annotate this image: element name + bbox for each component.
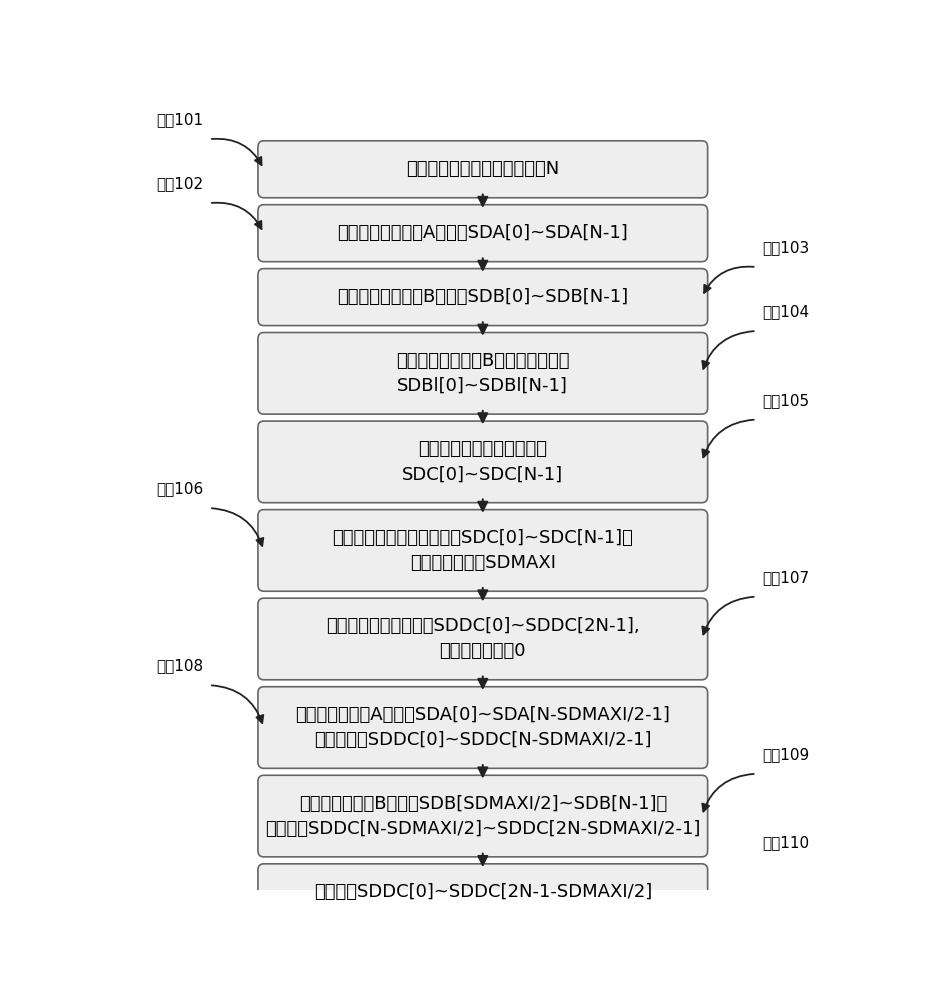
Text: 步骤103: 步骤103 xyxy=(762,240,809,255)
Text: 步骤108: 步骤108 xyxy=(156,658,203,673)
Text: 步骤106: 步骤106 xyxy=(156,481,203,496)
Text: 寻找应变数据关联权重数据SDC[0]~SDC[N-1]的
最大值所在位置SDMAXI: 寻找应变数据关联权重数据SDC[0]~SDC[N-1]的 最大值所在位置SDMA… xyxy=(333,529,633,572)
Text: 获取应变分布曲线B的数据SDB[0]~SDB[N-1]: 获取应变分布曲线B的数据SDB[0]~SDB[N-1] xyxy=(337,288,628,306)
FancyBboxPatch shape xyxy=(258,141,707,198)
FancyBboxPatch shape xyxy=(258,421,707,503)
Text: 获取应变分布曲线的数据点数N: 获取应变分布曲线的数据点数N xyxy=(406,160,560,178)
Text: 将应变分布曲线A的数据SDA[0]~SDA[N-SDMAXI/2-1]
依次赋值给SDDC[0]~SDDC[N-SDMAXI/2-1]: 将应变分布曲线A的数据SDA[0]~SDA[N-SDMAXI/2-1] 依次赋值… xyxy=(296,706,670,749)
Text: 建立应变分布拼接数据SDDC[0]~SDDC[2N-1],
并全部初始化为0: 建立应变分布拼接数据SDDC[0]~SDDC[2N-1], 并全部初始化为0 xyxy=(326,617,640,660)
Text: 计算应变数据关联权重数据
SDC[0]~SDC[N-1]: 计算应变数据关联权重数据 SDC[0]~SDC[N-1] xyxy=(402,440,563,483)
FancyBboxPatch shape xyxy=(258,269,707,326)
Text: 将应变分布曲线B的数据SDB[SDMAXI/2]~SDB[N-1]依
次赋值给SDDC[N-SDMAXI/2]~SDDC[2N-SDMAXI/2-1]: 将应变分布曲线B的数据SDB[SDMAXI/2]~SDB[N-1]依 次赋值给S… xyxy=(265,795,701,838)
FancyBboxPatch shape xyxy=(258,333,707,414)
Text: 步骤109: 步骤109 xyxy=(762,747,809,762)
Text: 步骤104: 步骤104 xyxy=(762,304,809,319)
FancyBboxPatch shape xyxy=(258,205,707,262)
Text: 步骤102: 步骤102 xyxy=(156,176,203,191)
FancyBboxPatch shape xyxy=(258,510,707,591)
FancyBboxPatch shape xyxy=(258,775,707,857)
Text: 获取应变分布曲线A的数据SDA[0]~SDA[N-1]: 获取应变分布曲线A的数据SDA[0]~SDA[N-1] xyxy=(337,224,628,242)
Text: 步骤110: 步骤110 xyxy=(762,836,809,851)
FancyBboxPatch shape xyxy=(258,864,707,921)
Text: 步骤107: 步骤107 xyxy=(762,570,809,585)
FancyBboxPatch shape xyxy=(258,687,707,768)
Text: 步骤101: 步骤101 xyxy=(156,112,203,127)
Text: 输出数据SDDC[0]~SDDC[2N-1-SDMAXI/2]: 输出数据SDDC[0]~SDDC[2N-1-SDMAXI/2] xyxy=(314,883,652,901)
Text: 计算应变分布曲线B的镜像翻转数据
SDBl[0]~SDBl[N-1]: 计算应变分布曲线B的镜像翻转数据 SDBl[0]~SDBl[N-1] xyxy=(396,352,570,395)
Text: 步骤105: 步骤105 xyxy=(762,393,809,408)
FancyBboxPatch shape xyxy=(258,598,707,680)
